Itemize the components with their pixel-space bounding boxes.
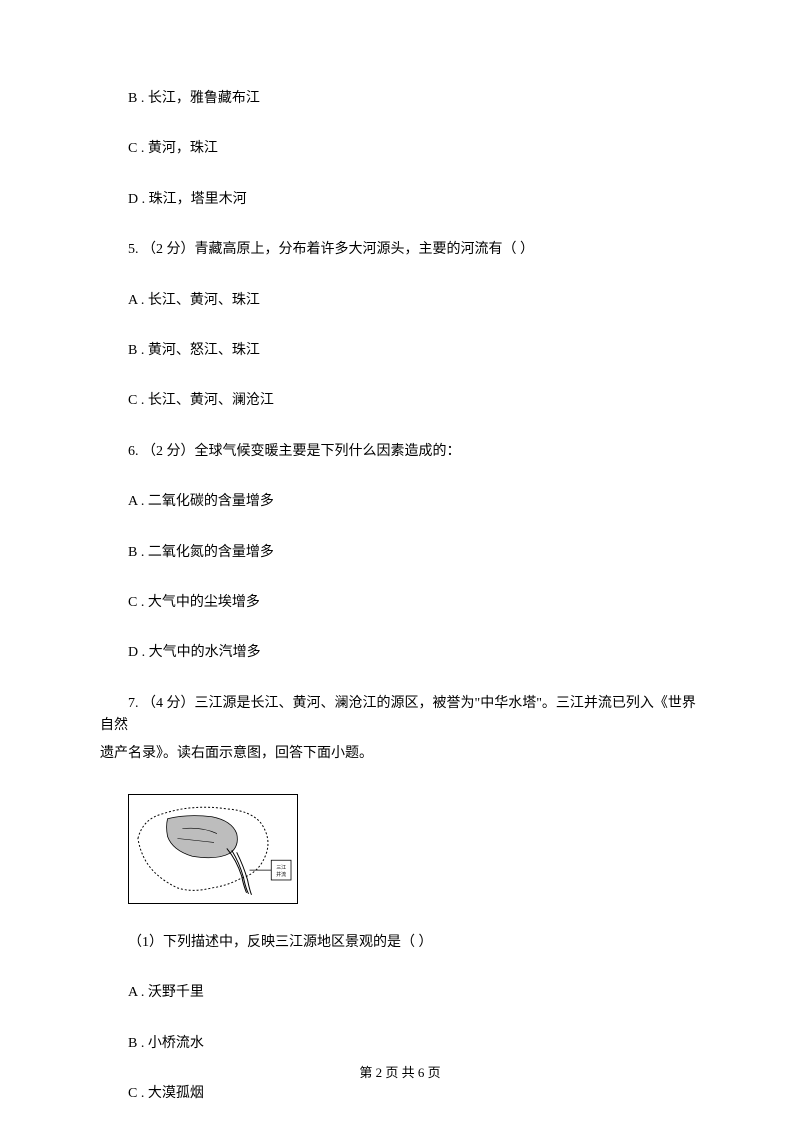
question-7-1-stem: （1）下列描述中，反映三江源地区景观的是（ ） — [100, 932, 700, 954]
option-6b: B . 二氧化氮的含量增多 — [100, 542, 700, 564]
question-6-stem: 6. （2 分）全球气候变暖主要是下列什么因素造成的： — [100, 441, 700, 463]
option-4d: D . 珠江，塔里木河 — [100, 189, 700, 211]
option-4c: C . 黄河，珠江 — [100, 138, 700, 160]
option-7-1a: A . 沃野千里 — [100, 982, 700, 1004]
map-label-text: 三江 — [276, 864, 286, 871]
option-5a: A . 长江、黄河、珠江 — [100, 290, 700, 312]
option-7-1b: B . 小桥流水 — [100, 1033, 700, 1055]
page-content: B . 长江，雅鲁藏布江 C . 黄河，珠江 D . 珠江，塔里木河 5. （2… — [0, 0, 800, 1105]
option-6a: A . 二氧化碳的含量增多 — [100, 491, 700, 513]
map-icon: 三江 并流 — [133, 799, 293, 900]
question-7-stem-1: 7. （4 分）三江源是长江、黄河、澜沧江的源区，被誉为"中华水塔"。三江并流已… — [100, 693, 700, 738]
option-6d: D . 大气中的水汽增多 — [100, 642, 700, 664]
option-6c: C . 大气中的尘埃增多 — [100, 592, 700, 614]
question-7-stem-2: 遗产名录》。读右面示意图，回答下面小题。 — [100, 743, 700, 765]
option-5c: C . 长江、黄河、澜沧江 — [100, 390, 700, 412]
option-4b: B . 长江，雅鲁藏布江 — [100, 88, 700, 110]
option-7-1c: C . 大漠孤烟 — [100, 1083, 700, 1105]
option-5b: B . 黄河、怒江、珠江 — [100, 340, 700, 362]
map-label-text-2: 并流 — [276, 871, 286, 878]
question-5-stem: 5. （2 分）青藏高原上，分布着许多大河源头，主要的河流有（ ） — [100, 239, 700, 261]
map-figure: 三江 并流 — [128, 794, 298, 904]
page-footer: 第 2 页 共 6 页 — [0, 1063, 800, 1084]
